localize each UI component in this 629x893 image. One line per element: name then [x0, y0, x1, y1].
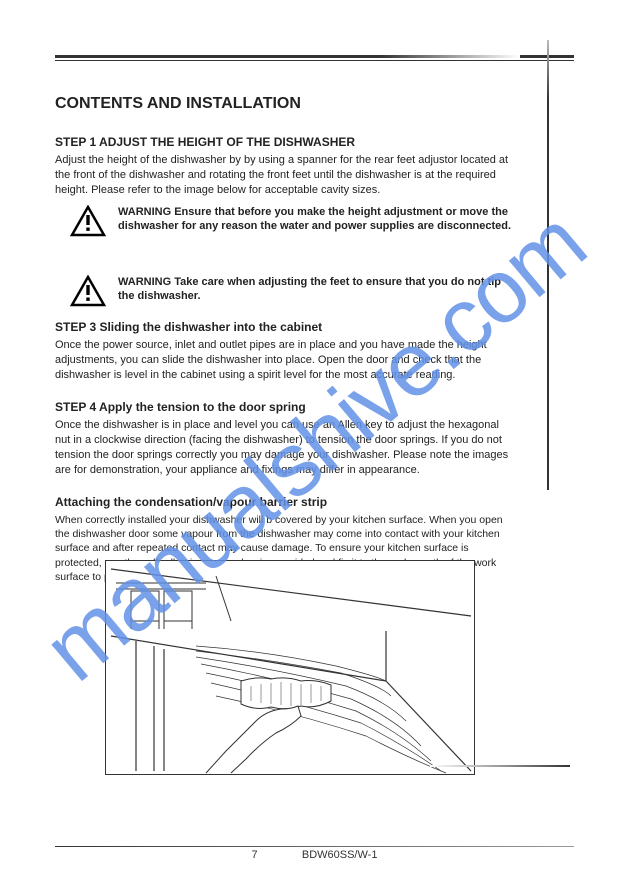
warning-icon	[70, 205, 106, 242]
vertical-rule-gradient	[547, 40, 549, 100]
warning-2-text: WARNING Take care when adjusting the fee…	[118, 275, 520, 304]
step-1: STEP 1 ADJUST THE HEIGHT OF THE DISHWASH…	[55, 135, 515, 198]
step-3-body: Once the power source, inlet and outlet …	[55, 338, 515, 383]
figure-svg	[106, 561, 474, 774]
installation-figure	[105, 560, 475, 775]
warning-2: WARNING Take care when adjusting the fee…	[70, 275, 520, 312]
step-1-heading: STEP 1 ADJUST THE HEIGHT OF THE DISHWASH…	[55, 135, 515, 149]
step-3: STEP 3 Sliding the dishwasher into the c…	[55, 320, 515, 383]
vapour-barrier-heading: Attaching the condensation/vapour barrie…	[55, 495, 515, 509]
footer-separator	[262, 849, 302, 861]
vertical-rule	[547, 40, 549, 490]
step-1-body: Adjust the height of the dishwasher by b…	[55, 153, 515, 198]
warning-1: WARNING Ensure that before you make the …	[70, 205, 520, 242]
warning-icon	[70, 275, 106, 312]
step-3-heading: STEP 3 Sliding the dishwasher into the c…	[55, 320, 515, 334]
top-rule-gradient	[380, 55, 520, 58]
step-4-body: Once the dishwasher is in place and leve…	[55, 418, 515, 477]
warning-1-text: WARNING Ensure that before you make the …	[118, 205, 520, 234]
section-title: CONTENTS AND INSTALLATION	[55, 95, 301, 113]
footer-model: BDW60SS/W-1	[302, 849, 378, 861]
page-container: CONTENTS AND INSTALLATION STEP 1 ADJUST …	[0, 0, 629, 893]
step-4-heading: STEP 4 Apply the tension to the door spr…	[55, 400, 515, 414]
footer: 7 BDW60SS/W-1	[55, 845, 574, 863]
figure-rule	[430, 765, 570, 767]
step-4: STEP 4 Apply the tension to the door spr…	[55, 400, 515, 477]
footer-page-number: 7	[252, 849, 258, 861]
